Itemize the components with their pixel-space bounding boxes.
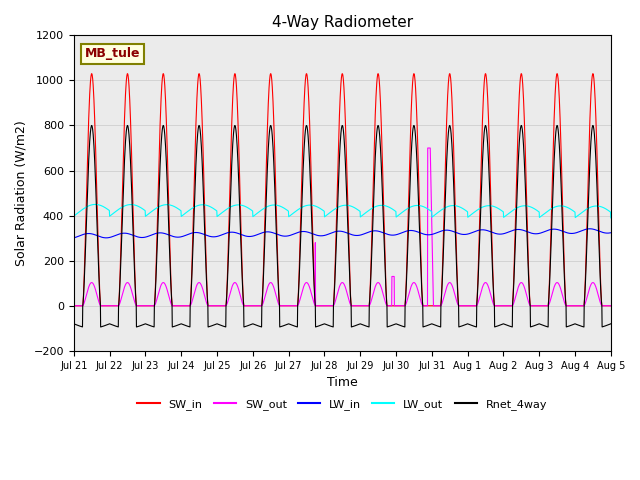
X-axis label: Time: Time: [327, 376, 358, 389]
SW_out: [220, 303, 227, 309]
Rnet_4way: [560, 260, 568, 265]
SW_in: [220, 303, 228, 309]
SW_out: [358, 303, 365, 309]
LW_out: [220, 208, 228, 214]
SW_in: [88, 71, 95, 76]
Line: Rnet_4way: Rnet_4way: [74, 125, 611, 327]
LW_in: [499, 231, 506, 237]
Text: MB_tule: MB_tule: [84, 48, 140, 60]
LW_in: [370, 228, 378, 234]
LW_out: [358, 213, 365, 219]
SW_out: [607, 303, 614, 309]
LW_in: [70, 235, 77, 240]
SW_in: [70, 303, 77, 309]
LW_in: [560, 228, 568, 234]
LW_in: [607, 230, 614, 236]
Y-axis label: Solar Radiation (W/m2): Solar Radiation (W/m2): [15, 120, 28, 266]
Rnet_4way: [358, 322, 366, 327]
Rnet_4way: [97, 324, 104, 330]
SW_out: [424, 145, 431, 151]
LW_out: [92, 202, 99, 207]
SW_in: [370, 169, 378, 175]
SW_in: [358, 303, 365, 309]
Rnet_4way: [220, 324, 228, 329]
SW_in: [575, 303, 582, 309]
LW_out: [607, 215, 614, 221]
SW_in: [607, 303, 614, 309]
Legend: SW_in, SW_out, LW_in, LW_out, Rnet_4way: SW_in, SW_out, LW_in, LW_out, Rnet_4way: [133, 395, 552, 415]
Rnet_4way: [575, 323, 582, 328]
SW_out: [560, 297, 568, 302]
LW_out: [560, 204, 568, 209]
SW_out: [499, 303, 506, 309]
SW_out: [369, 290, 377, 296]
SW_out: [70, 303, 77, 309]
LW_out: [499, 208, 506, 214]
LW_out: [370, 204, 378, 210]
Rnet_4way: [607, 321, 614, 327]
Rnet_4way: [370, 192, 378, 198]
Line: LW_in: LW_in: [74, 229, 611, 238]
SW_in: [560, 239, 568, 244]
Rnet_4way: [499, 321, 506, 327]
LW_in: [220, 231, 228, 237]
LW_in: [358, 232, 365, 238]
LW_out: [70, 213, 77, 219]
Line: LW_out: LW_out: [74, 204, 611, 218]
Line: SW_out: SW_out: [74, 148, 611, 306]
SW_out: [575, 303, 582, 309]
Title: 4-Way Radiometer: 4-Way Radiometer: [272, 15, 413, 30]
SW_in: [499, 303, 506, 309]
LW_out: [575, 212, 582, 218]
Rnet_4way: [88, 122, 95, 128]
LW_in: [586, 226, 594, 232]
LW_in: [575, 229, 582, 235]
Line: SW_in: SW_in: [74, 73, 611, 306]
Rnet_4way: [70, 321, 77, 327]
LW_in: [102, 235, 110, 241]
